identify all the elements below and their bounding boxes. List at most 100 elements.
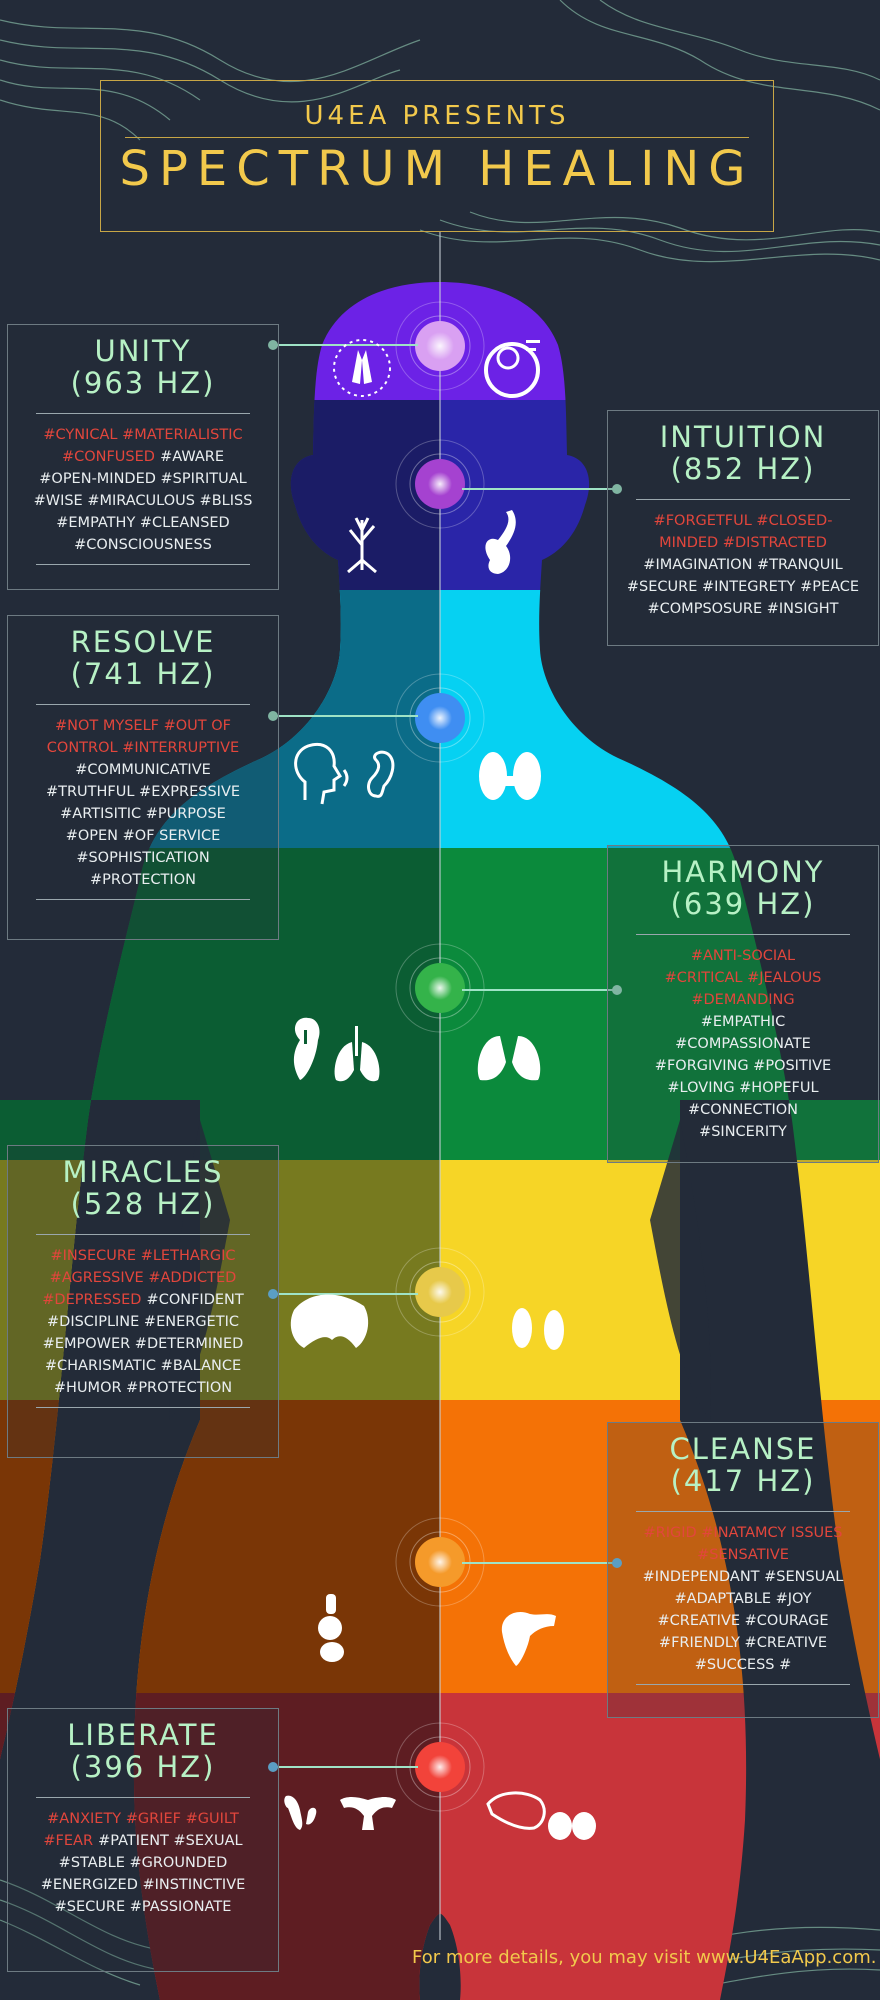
negative-tags: #INSECURE #LETHARGIC — [50, 1248, 236, 1264]
chakra-solar-plexus-orb — [395, 1247, 485, 1337]
panel-tags: #ANXIETY #GRIEF #GUILT #FEAR #PATIENT #S… — [8, 1808, 278, 1918]
panel-divider — [636, 1511, 850, 1512]
negative-tags: #CONFUSED — [61, 449, 155, 465]
positive-tags: #CONNECTION — [687, 1102, 799, 1118]
negative-tags: #DEPRESSED — [42, 1292, 142, 1308]
panel-tags: #FORGETFUL #CLOSED- MINDED #DISTRACTED #… — [608, 510, 878, 620]
positive-tags: #EMPOWER #DETERMINED — [42, 1336, 244, 1352]
footer-link-text[interactable]: For more details, you may visit www.U4Ea… — [412, 1947, 877, 1968]
positive-tags: #ADAPTABLE #JOY — [674, 1591, 812, 1607]
male-reproductive-icon — [284, 1795, 317, 1830]
panel-title: UNITY — [94, 334, 192, 368]
connector-dots — [268, 340, 622, 1772]
positive-tags: #AWARE — [160, 449, 225, 465]
liver-icon — [290, 1294, 369, 1348]
negative-tags: #NOT MYSELF #OUT OF — [54, 718, 232, 734]
positive-tags: #IMAGINATION #TRANQUIL — [643, 557, 843, 573]
panel-frequency: (639 HZ) — [670, 887, 816, 921]
positive-tags: #OPEN #OF SERVICE — [65, 828, 221, 844]
panel-cleanse: CLEANSE (417 HZ) #RIGID #INATAMCY ISSUES… — [607, 1422, 879, 1718]
panel-frequency: (963 HZ) — [70, 366, 216, 400]
panel-tags: #ANTI-SOCIAL #CRITICAL #JEALOUS #DEMANDI… — [608, 945, 878, 1143]
header-divider — [125, 137, 749, 138]
positive-tags: #SECURE #PASSIONATE — [54, 1899, 232, 1915]
negative-tags: MINDED #DISTRACTED — [659, 535, 827, 551]
brain-mind-icon — [484, 340, 540, 398]
positive-tags: #TRUTHFUL #EXPRESSIVE — [45, 784, 241, 800]
panel-liberate: LIBERATE (396 HZ) #ANXIETY #GRIEF #GUILT… — [7, 1708, 279, 1972]
pancreas-icon — [501, 1612, 556, 1666]
positive-tags: #CONSCIOUSNESS — [74, 537, 212, 553]
positive-tags: #CREATIVE #COURAGE — [657, 1613, 829, 1629]
negative-tags: #FEAR — [43, 1833, 94, 1849]
ovary-icon — [486, 1791, 546, 1830]
positive-tags: #FORGIVING #POSITIVE — [654, 1058, 832, 1074]
page-title: SPECTRUM HEALING — [119, 141, 755, 197]
panel-resolve: RESOLVE (741 HZ) #NOT MYSELF #OUT OF CON… — [7, 615, 279, 940]
panel-frequency: (528 HZ) — [70, 1187, 216, 1221]
negative-tags: #AGRESSIVE #ADDICTED — [49, 1270, 237, 1286]
positive-tags: #HUMOR #PROTECTION — [53, 1380, 233, 1396]
positive-tags: #LOVING #HOPEFUL — [667, 1080, 819, 1096]
panel-harmony: HARMONY (639 HZ) #ANTI-SOCIAL #CRITICAL … — [607, 845, 879, 1163]
female-reproductive-icon — [340, 1797, 396, 1830]
panel-frequency: (741 HZ) — [70, 657, 216, 691]
positive-tags: #SINCERITY — [699, 1124, 787, 1140]
panel-title: RESOLVE — [70, 625, 216, 659]
negative-tags: CONTROL #INTERRUPTIVE — [46, 740, 240, 756]
panel-divider — [36, 1234, 250, 1235]
positive-tags: #SECURE #INTEGRETY #PEACE — [626, 579, 860, 595]
lungs-icon-left — [334, 1026, 380, 1082]
positive-tags: #ARTISITIC #PURPOSE — [60, 806, 226, 822]
chakra-crown-orb — [395, 301, 485, 391]
negative-tags: #FORGETFUL #CLOSED- — [653, 513, 833, 529]
positive-tags: #EMPATHY #CLEANSED — [56, 515, 230, 531]
header-subtitle: U4EA PRESENTS — [304, 101, 570, 131]
panel-title: INTUITION — [659, 420, 827, 454]
positive-tags: #SUCCESS # — [694, 1657, 792, 1673]
testes-icon — [548, 1812, 596, 1840]
positive-tags: #COMPASSIONATE — [675, 1036, 811, 1052]
ear-icon — [367, 750, 395, 798]
negative-tags: #CRITICAL #JEALOUS — [664, 970, 822, 986]
thyroid-icon — [479, 752, 541, 800]
positive-tags: #COMPSOSURE #INSIGHT — [647, 601, 839, 617]
panel-intuition: INTUITION (852 HZ) #FORGETFUL #CLOSED- M… — [607, 410, 879, 646]
positive-tags: #ENERGIZED #INSTINCTIVE — [40, 1877, 246, 1893]
panel-title: MIRACLES — [62, 1155, 224, 1189]
positive-tags: #FRIENDLY #CREATIVE — [658, 1635, 828, 1651]
panel-divider — [36, 1797, 250, 1798]
panel-tags: #NOT MYSELF #OUT OF CONTROL #INTERRUPTIV… — [8, 715, 278, 891]
chakra-throat-orb — [395, 673, 485, 763]
panel-divider — [36, 1407, 250, 1408]
chakra-third-eye-orb — [395, 439, 485, 529]
heart-organ-icon — [293, 1017, 320, 1080]
praying-hands-icon — [333, 339, 391, 397]
kidneys-icon — [512, 1308, 564, 1350]
positive-tags: #PATIENT #SEXUAL — [98, 1833, 243, 1849]
negative-tags: #ANXIETY #GRIEF #GUILT — [47, 1811, 239, 1827]
positive-tags: #DISCIPLINE #ENERGETIC — [47, 1314, 239, 1330]
positive-tags: #COMMUNICATIVE — [75, 762, 211, 778]
negative-tags: #CYNICAL #MATERIALISTIC — [43, 427, 243, 443]
positive-tags: #SOPHISTICATION — [76, 850, 210, 866]
panel-title: HARMONY — [661, 855, 825, 889]
digestive-system-icon — [318, 1594, 344, 1662]
panel-tags: #CYNICAL #MATERIALISTIC #CONFUSED #AWARE… — [8, 424, 278, 556]
panel-divider — [36, 899, 250, 900]
chakra-sacral-orb — [395, 1517, 485, 1607]
pineal-gland-icon — [485, 510, 516, 574]
panel-divider — [636, 1684, 850, 1685]
negative-tags: #RIGID #INATAMCY ISSUES — [643, 1525, 843, 1541]
speaking-head-icon — [294, 743, 349, 805]
positive-tags: #STABLE #GROUNDED — [58, 1855, 228, 1871]
positive-tags: #CONFIDENT — [146, 1292, 244, 1308]
header-box: U4EA PRESENTS SPECTRUM HEALING — [100, 80, 774, 232]
panel-tags: #INSECURE #LETHARGIC #AGRESSIVE #ADDICTE… — [8, 1245, 278, 1399]
negative-tags: #ANTI-SOCIAL — [690, 948, 796, 964]
positive-tags: #EMPATHIC — [700, 1014, 786, 1030]
positive-tags: #OPEN-MINDED #SPIRITUAL — [39, 471, 247, 487]
